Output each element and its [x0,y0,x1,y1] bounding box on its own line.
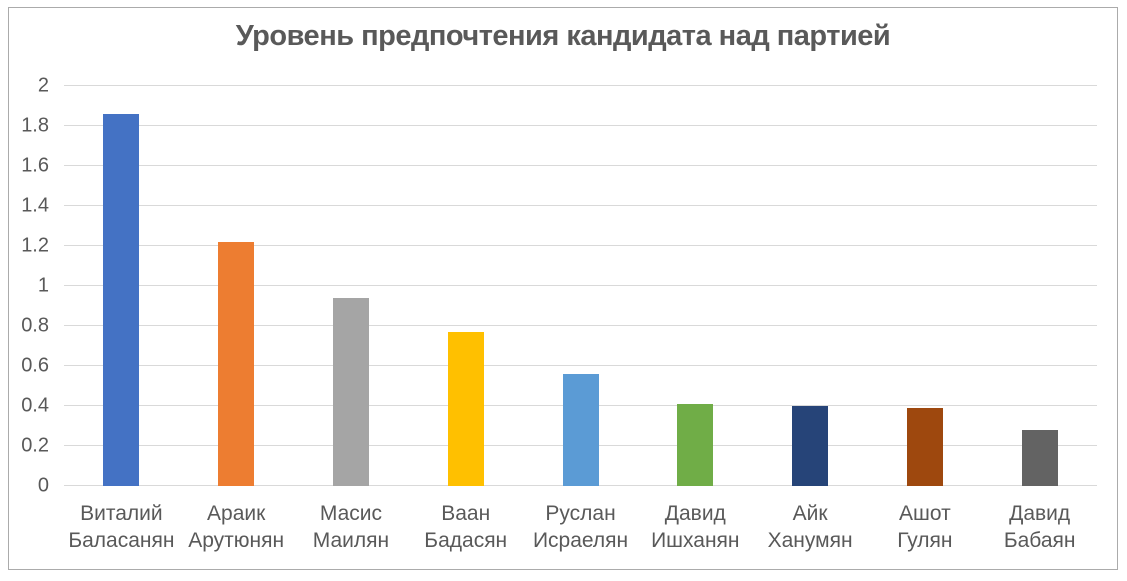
x-axis-label-line: Давид [664,502,726,525]
x-axis-label-line: Арутюнян [188,529,285,552]
x-axis-labels: Виталий Баласанян Араик Арутюнян Масис Маилян… [64,500,1097,554]
bar [792,406,829,486]
chart-title: Уровень предпочтения кандидата над парти… [235,20,891,52]
y-axis-tick-label: 1 [37,274,49,297]
gridline [64,165,1097,166]
bar-column [753,86,868,486]
x-axis-label-line: Ашот [899,502,951,525]
bar [1021,430,1058,486]
bar [562,374,599,486]
x-axis-label-line: Давид [1009,502,1071,525]
x-axis-label: Айк Ханумян [753,500,868,554]
bar-column [408,86,523,486]
gridline [64,125,1097,126]
x-axis-label: Араик Арутюнян [179,500,294,554]
bars-row [64,86,1097,486]
y-axis-tick-label: 0.6 [21,354,49,377]
x-axis-label-line: Масис [319,502,383,525]
x-axis-label-line: Айк [792,502,828,525]
bar [447,332,484,486]
y-axis-tick-label: 1.6 [21,154,49,177]
bar-column [294,86,409,486]
x-axis-label: Давид Бабаян [982,500,1097,554]
bar [677,404,714,486]
bar [103,114,140,486]
x-axis-label: Давид Ишханян [638,500,753,554]
x-axis-label-line: Араик [207,502,266,525]
plot-area: 2 1.8 1.6 1.4 1.2 1 0.8 0.6 0.4 0.2 0 [21,75,1097,497]
gridline [64,85,1097,86]
x-axis-label: Виталий Баласанян [64,500,179,554]
bar [332,298,369,486]
x-axis-label-line: Бабаян [1003,529,1076,552]
chart-frame: Уровень предпочтения кандидата над парти… [8,7,1118,570]
bar-column [982,86,1097,486]
gridline [64,205,1097,206]
x-axis-label-line: Гулян [897,529,953,552]
bar-column [64,86,179,486]
x-axis-label-line: Ханумян [767,529,853,552]
bar-column [867,86,982,486]
x-axis-label: Ашот Гулян [867,500,982,554]
x-axis-label-line: Ваан [441,502,491,525]
x-axis-label: Руслан Исраелян [523,500,638,554]
x-axis-label-line: Виталий [80,502,163,525]
y-axis-tick-label: 1.4 [21,194,49,217]
x-axis-label-line: Маилян [312,529,390,552]
x-axis-label: Масис Маилян [294,500,409,554]
x-axis-label-line: Баласанян [68,529,175,552]
gridline [64,365,1097,366]
bar [906,408,943,486]
y-axis-tick-label: 2 [37,74,49,97]
y-axis-tick-label: 0.8 [21,314,49,337]
bar-column [638,86,753,486]
gridline [64,285,1097,286]
x-axis-label-line: Ишханян [651,529,740,552]
gridline [64,325,1097,326]
x-axis-label: Ваан Бадасян [408,500,523,554]
y-axis-tick-label: 1.2 [21,234,49,257]
x-axis-label-line: Исраелян [532,529,629,552]
x-axis-label-line: Руслан [545,502,616,525]
y-axis-tick-label: 0.4 [21,394,49,417]
y-axis-tick-label: 0 [37,474,49,497]
bar [218,242,255,486]
y-axis-tick-label: 0.2 [21,434,49,457]
y-axis-tick-label: 1.8 [21,114,49,137]
x-axis-label-line: Бадасян [424,529,508,552]
bar-column [523,86,638,486]
bar-column [179,86,294,486]
gridline [64,245,1097,246]
